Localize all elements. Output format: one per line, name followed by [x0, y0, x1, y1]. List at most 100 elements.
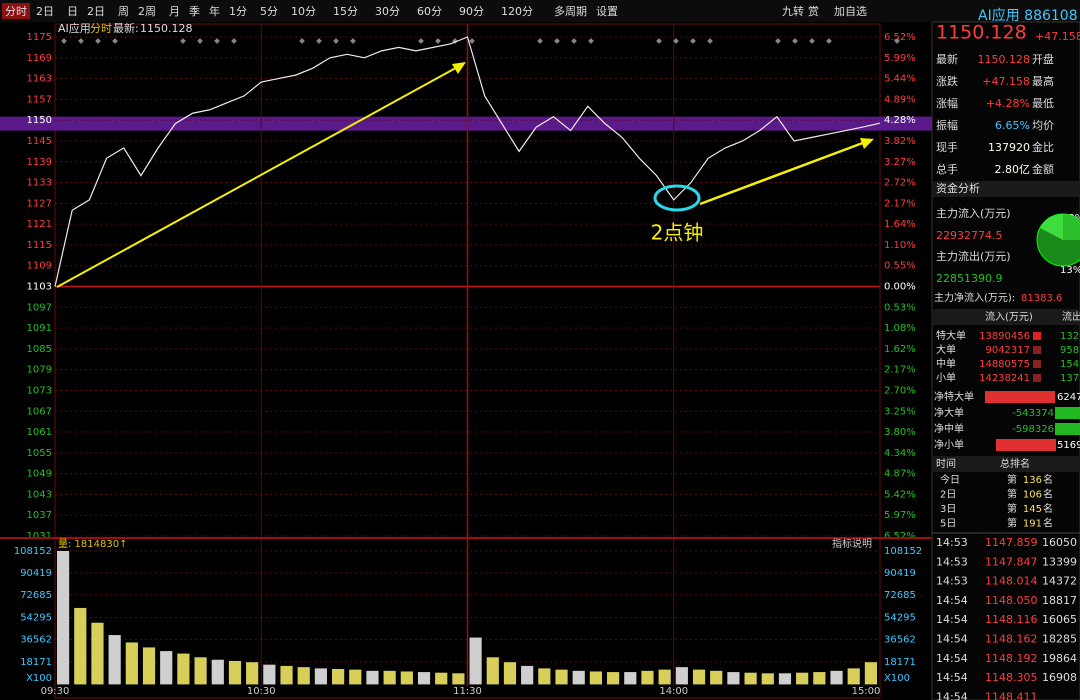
trade-time: 14:54 — [936, 652, 968, 665]
quote-label: 最低 — [1032, 97, 1054, 110]
marker — [231, 38, 237, 44]
marker — [673, 38, 679, 44]
volume-bar — [864, 662, 877, 685]
volume-help: 指标说明 — [832, 537, 872, 550]
annotation: 2点钟 — [651, 221, 704, 245]
price-tick: 1073 — [27, 385, 52, 396]
toolbar-button[interactable]: 九转 — [782, 4, 804, 18]
toolbar-button[interactable]: 5分 — [260, 5, 278, 18]
volume-bar — [91, 622, 104, 685]
section-title: 资金分析 — [936, 181, 980, 195]
toolbar-button[interactable]: 2周 — [138, 5, 156, 18]
pct-tick: 6.52% — [884, 32, 916, 43]
trade-volume: 16065 — [1042, 613, 1077, 626]
quote-label: 最高 — [1032, 74, 1054, 88]
toolbar-button[interactable]: 30分 — [375, 5, 400, 18]
latest-label: 最新: — [113, 21, 139, 35]
volume-tick: 36562 — [20, 634, 52, 645]
side-panel — [931, 21, 1080, 700]
marker — [571, 38, 577, 44]
pct-tick: 5.99% — [884, 53, 916, 64]
flow-in: 14880575 — [979, 359, 1030, 370]
flow-in: 14238241 — [979, 373, 1030, 384]
toolbar-button[interactable]: 分时 — [5, 5, 27, 18]
trade-price: 1147.847 — [985, 555, 1038, 568]
toolbar-button[interactable]: 季 — [189, 5, 200, 18]
arrow-head — [860, 138, 874, 149]
volume-bar — [796, 672, 809, 685]
price-tick: 1109 — [27, 261, 52, 272]
net-bar — [985, 391, 1055, 403]
pct-tick: 1.62% — [884, 344, 916, 355]
toolbar-button[interactable]: 90分 — [459, 5, 484, 18]
quote-price: 1150.128 — [936, 22, 1027, 44]
volume-bar — [417, 672, 431, 685]
flow-out: 1326 — [1060, 331, 1080, 342]
trade-time: 14:54 — [936, 613, 968, 626]
toolbar-button[interactable]: 1分 — [229, 5, 247, 18]
price-tick: 1121 — [27, 219, 52, 230]
trade-time: 14:54 — [936, 594, 968, 607]
trade-price: 1148.192 — [985, 652, 1038, 665]
toolbar-button[interactable]: 10分 — [291, 5, 316, 18]
volume-tick: 72685 — [20, 590, 52, 601]
toolbar-button[interactable]: 设置 — [596, 5, 618, 18]
rank-prefix: 第 — [1007, 517, 1017, 530]
flow-out: 1372 — [1060, 373, 1080, 384]
pct-tick: 3.27% — [884, 157, 916, 168]
volume-bar — [658, 669, 671, 685]
pct-tick: 3.80% — [884, 427, 916, 438]
marker — [469, 38, 475, 44]
toolbar-button[interactable]: 月 — [169, 5, 180, 18]
toolbar-button[interactable]: 日 — [67, 5, 78, 18]
price-tick: 1091 — [27, 323, 52, 334]
toolbar-button[interactable]: 多周期 — [554, 4, 587, 18]
marker — [826, 38, 832, 44]
net-bar — [996, 439, 1056, 451]
flow-in: 9042317 — [985, 345, 1030, 356]
pie-slice — [1040, 214, 1063, 240]
volume-tick: 54295 — [20, 612, 52, 623]
net-row-value: 6247 — [1057, 392, 1080, 403]
flow-icon — [1033, 374, 1041, 382]
pct-tick: 1.10% — [884, 240, 916, 251]
arrow-head — [452, 62, 466, 74]
toolbar-button[interactable]: 120分 — [501, 5, 533, 18]
flow-label: 中单 — [936, 357, 956, 370]
net-row-label: 净特大单 — [934, 390, 974, 403]
time-label: 10:30 — [247, 686, 276, 697]
toolbar-button[interactable]: 加自选 — [834, 5, 867, 18]
price-tick: 1097 — [27, 302, 52, 313]
volume-bar — [160, 651, 173, 685]
table-header: 时间 — [936, 457, 956, 470]
toolbar-button[interactable]: 2日 — [87, 5, 105, 18]
toolbar-button[interactable]: 周 — [118, 5, 129, 18]
quote-label: 总手 — [936, 162, 958, 176]
volume-bar — [142, 647, 156, 685]
volume-bar — [74, 607, 87, 685]
annotation-arrow — [56, 63, 464, 288]
net-row-value: -598326 — [1012, 424, 1054, 435]
volume-bar — [125, 642, 138, 685]
time-label: 15:00 — [852, 686, 881, 697]
volume-unit: X100 — [884, 673, 910, 684]
quote-value: 2.80亿 — [995, 163, 1031, 176]
price-tick: 1043 — [27, 489, 52, 500]
volume-bar — [675, 667, 688, 685]
price-tick: 1067 — [27, 406, 52, 417]
marker — [197, 38, 203, 44]
net-row-value: 5169 — [1057, 440, 1080, 451]
time-label: 11:30 — [453, 686, 482, 697]
toolbar-button[interactable]: 15分 — [333, 5, 358, 18]
toolbar-button[interactable]: 60分 — [417, 5, 442, 18]
trade-price: 1148.162 — [985, 633, 1038, 646]
trade-volume: 16050 — [1042, 536, 1077, 549]
volume-bar — [641, 670, 654, 685]
toolbar-button[interactable]: 2日 — [36, 5, 54, 18]
marker — [214, 38, 220, 44]
toolbar-button[interactable]: 年 — [209, 4, 220, 18]
quote-label: 金额 — [1032, 162, 1054, 176]
toolbar-button[interactable]: 赏 — [808, 5, 819, 18]
quote-label: 均价 — [1032, 119, 1054, 132]
flow-label: 特大单 — [936, 329, 966, 342]
